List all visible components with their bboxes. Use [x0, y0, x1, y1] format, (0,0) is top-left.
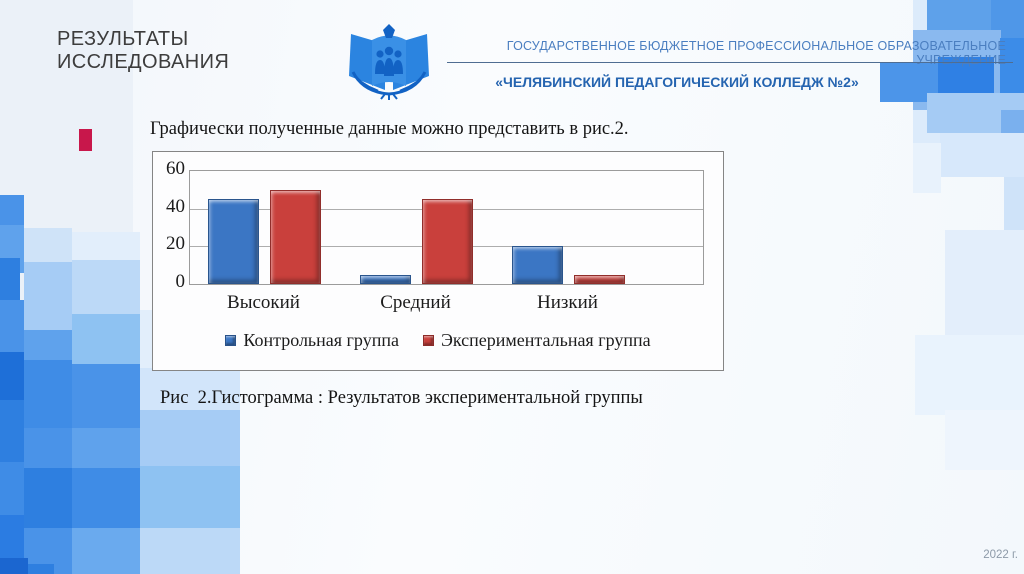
legend-label-1: Экспериментальная группа: [440, 330, 651, 350]
y-axis-tick-label: 0: [175, 271, 186, 292]
decor-square: [140, 368, 240, 412]
decor-square: [24, 360, 72, 432]
decor-square: [72, 468, 140, 530]
decor-square: [72, 528, 140, 574]
decor-square: [945, 410, 1024, 470]
y-axis-tick-label: 40: [166, 195, 185, 217]
decor-square: [72, 428, 140, 470]
bar-experimental-0: [270, 189, 321, 284]
category-label-1: Средний: [380, 292, 451, 313]
decor-square: [0, 195, 24, 225]
plot-area: [189, 170, 704, 285]
legend-marker-0: [225, 335, 237, 346]
decor-square: [140, 466, 240, 530]
y-axis-tick-label: 20: [166, 233, 185, 255]
decor-square: [140, 528, 240, 574]
decor-square: [28, 564, 54, 574]
page-title: РЕЗУЛЬТАТЫ ИССЛЕДОВАНИЯ: [57, 28, 230, 73]
figure-caption: Рис 2.Гистограмма : Результатов эксперим…: [160, 388, 643, 408]
organization-name: ГОСУДАРСТВЕННОЕ БЮДЖЕТНОЕ ПРОФЕССИОНАЛЬН…: [506, 39, 1006, 67]
decor-square: [24, 262, 72, 330]
bar-experimental-1: [422, 199, 473, 284]
bar-control-1: [360, 274, 411, 284]
legend-marker-1: [422, 335, 434, 346]
decor-square: [0, 462, 24, 522]
decor-square: [24, 428, 72, 472]
decor-square: [72, 314, 140, 366]
decor-square: [72, 364, 140, 430]
decor-square: [945, 230, 1024, 340]
decor-square: [938, 57, 994, 93]
decor-square: [940, 133, 1024, 177]
bar-experimental-2: [574, 274, 625, 284]
decor-square: [72, 232, 140, 262]
year-label: 2022 г.: [983, 549, 1018, 561]
category-label-2: Низкий: [537, 292, 598, 313]
decor-square: [24, 468, 72, 530]
intro-text: Графически полученные данные можно предс…: [150, 119, 629, 139]
decor-square: [913, 143, 941, 193]
legend-item-0: Контрольная группа: [225, 330, 399, 351]
legend-label-0: Контрольная группа: [243, 330, 399, 350]
decor-square: [0, 300, 24, 360]
decor-square: [140, 410, 240, 468]
red-bullet-marker: [79, 129, 92, 151]
decor-square: [0, 352, 24, 408]
decor-square: [24, 330, 72, 364]
category-label-0: Высокий: [227, 292, 300, 313]
y-axis-tick-label: 60: [166, 158, 185, 179]
decor-square: [915, 335, 1024, 415]
decor-square: [24, 228, 72, 264]
chart-legend: Контрольная группа Экспериментальная груп…: [153, 330, 723, 351]
decor-square: [0, 400, 24, 470]
header-divider: [447, 62, 1013, 63]
decor-square: [0, 558, 28, 574]
decor-square: [1004, 177, 1024, 237]
college-name: «ЧЕЛЯБИНСКИЙ ПЕДАГОГИЧЕСКИЙ КОЛЛЕДЖ №2»: [495, 74, 859, 90]
college-logo-icon: [345, 22, 433, 100]
bar-control-2: [512, 246, 563, 284]
decor-square: [72, 260, 140, 316]
legend-item-1: Экспериментальная группа: [422, 330, 651, 351]
decor-square: [927, 0, 991, 30]
decor-square: [1000, 38, 1024, 96]
bar-chart: Контрольная группа Экспериментальная груп…: [152, 151, 724, 371]
bar-control-0: [208, 199, 259, 284]
